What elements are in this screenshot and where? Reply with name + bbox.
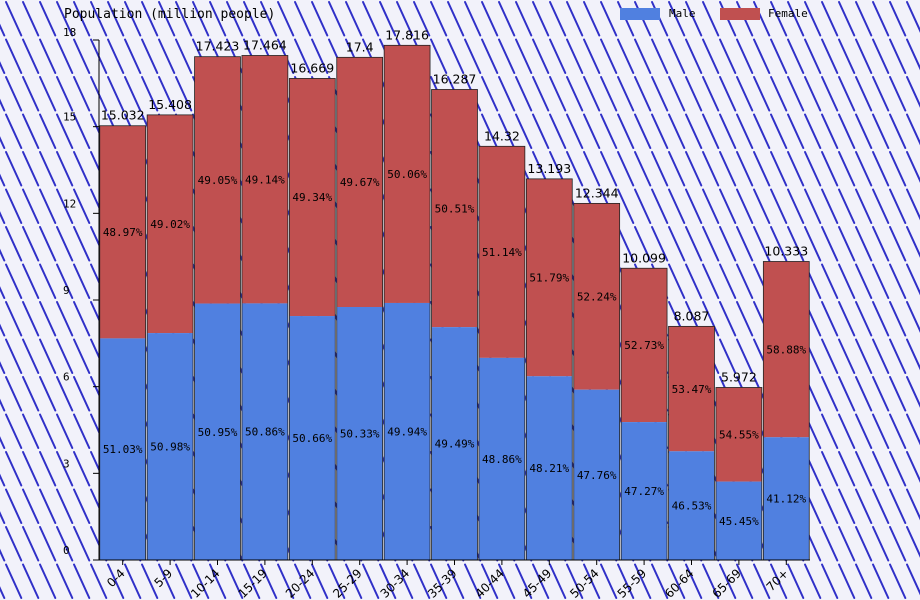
- legend-label-female: Female: [768, 7, 808, 20]
- bar-female: [336, 57, 383, 308]
- bar-male: [336, 307, 383, 560]
- bar-male: [763, 437, 810, 560]
- bar-male: [241, 303, 288, 560]
- female-percent-label: 52.24%: [577, 291, 617, 304]
- female-percent-label: 52.73%: [624, 339, 664, 352]
- bar-female: [668, 326, 715, 452]
- bar-total-label: 17.4: [346, 39, 374, 54]
- bar-male: [715, 481, 762, 560]
- bar-total-label: 16.287: [433, 71, 477, 86]
- bar-male: [668, 451, 715, 560]
- bar-total-label: 17.423: [196, 39, 240, 54]
- bar-total-label: 15.408: [148, 97, 192, 112]
- male-percent-label: 48.86%: [482, 453, 522, 466]
- bar-male: [194, 303, 241, 560]
- y-tick-label: 0: [63, 544, 70, 557]
- bar-female: [431, 89, 478, 328]
- female-percent-label: 49.02%: [150, 218, 190, 231]
- y-tick-label: 9: [63, 284, 70, 297]
- bar-female: [289, 78, 336, 317]
- male-percent-label: 50.33%: [340, 428, 380, 441]
- bar-total-label: 13.193: [527, 161, 571, 176]
- female-percent-label: 53.47%: [672, 383, 712, 396]
- bar-female: [526, 178, 573, 377]
- female-percent-label: 49.67%: [340, 176, 380, 189]
- female-percent-label: 48.97%: [103, 226, 143, 239]
- male-percent-label: 47.27%: [624, 485, 664, 498]
- bars: 15.032 48.97% 51.03% 15.408 49.02% 50.98% 17.4…: [99, 27, 810, 561]
- legend-label-male: Male: [669, 7, 696, 20]
- legend: Male Female: [620, 7, 808, 20]
- y-tick-label: 3: [63, 457, 70, 470]
- bar-total-label: 15.032: [101, 108, 145, 123]
- y-tick-label: 6: [63, 371, 70, 384]
- legend-swatch-male: [620, 8, 660, 20]
- bar-female: [715, 387, 762, 482]
- bar-total-label: 8.087: [674, 308, 710, 323]
- bar-total-label: 10.099: [622, 250, 666, 265]
- female-percent-label: 49.05%: [198, 174, 238, 187]
- chart-title: Population (million people): [64, 7, 275, 22]
- male-percent-label: 50.95%: [198, 426, 238, 439]
- male-percent-label: 51.03%: [103, 443, 143, 456]
- female-percent-label: 49.34%: [292, 191, 332, 204]
- bar-total-label: 10.333: [764, 243, 808, 258]
- male-percent-label: 45.45%: [719, 515, 759, 528]
- bar-female: [573, 203, 620, 390]
- bar-male: [289, 316, 336, 560]
- female-percent-label: 54.55%: [719, 429, 759, 442]
- bar-female: [241, 55, 288, 304]
- legend-swatch-female: [720, 8, 760, 20]
- female-percent-label: 51.14%: [482, 246, 522, 259]
- bar-male: [526, 376, 573, 560]
- bar-total-label: 14.32: [484, 128, 520, 143]
- bar-total-label: 5.972: [721, 369, 757, 384]
- bar-male: [384, 302, 431, 560]
- male-percent-label: 50.98%: [150, 441, 190, 454]
- male-percent-label: 41.12%: [766, 493, 806, 506]
- male-percent-label: 50.66%: [292, 432, 332, 445]
- bar-total-label: 17.464: [243, 37, 287, 52]
- male-percent-label: 49.94%: [387, 425, 427, 438]
- bar-female: [621, 268, 668, 423]
- male-percent-label: 47.76%: [577, 469, 617, 482]
- y-tick-label: 18: [63, 26, 76, 39]
- male-percent-label: 48.21%: [529, 462, 569, 475]
- y-tick-label: 12: [63, 197, 76, 210]
- bar-male: [147, 333, 194, 560]
- bar-male: [99, 338, 146, 560]
- bar-female: [194, 56, 241, 304]
- bar-total-label: 17.816: [385, 27, 429, 42]
- bar-total-label: 16.669: [290, 60, 334, 75]
- bar-male: [573, 389, 620, 560]
- male-percent-label: 49.49%: [435, 438, 475, 451]
- bar-female: [147, 114, 194, 334]
- bar-male: [478, 357, 525, 560]
- male-percent-label: 50.86%: [245, 426, 285, 439]
- bar-female: [763, 261, 810, 438]
- male-percent-label: 46.53%: [672, 500, 712, 513]
- bar-male: [621, 422, 668, 560]
- female-percent-label: 51.79%: [529, 272, 569, 285]
- female-percent-label: 49.14%: [245, 173, 285, 186]
- bar-female: [99, 125, 146, 339]
- bar-male: [431, 327, 478, 560]
- female-percent-label: 58.88%: [766, 343, 806, 356]
- female-percent-label: 50.06%: [387, 168, 427, 181]
- bar-total-label: 12.344: [575, 185, 619, 200]
- bar-female: [478, 146, 525, 358]
- y-tick-label: 15: [63, 111, 76, 124]
- female-percent-label: 50.51%: [435, 202, 475, 215]
- bar-female: [384, 45, 431, 303]
- y-axis: 0 3 6 9 12 15 18: [63, 26, 100, 561]
